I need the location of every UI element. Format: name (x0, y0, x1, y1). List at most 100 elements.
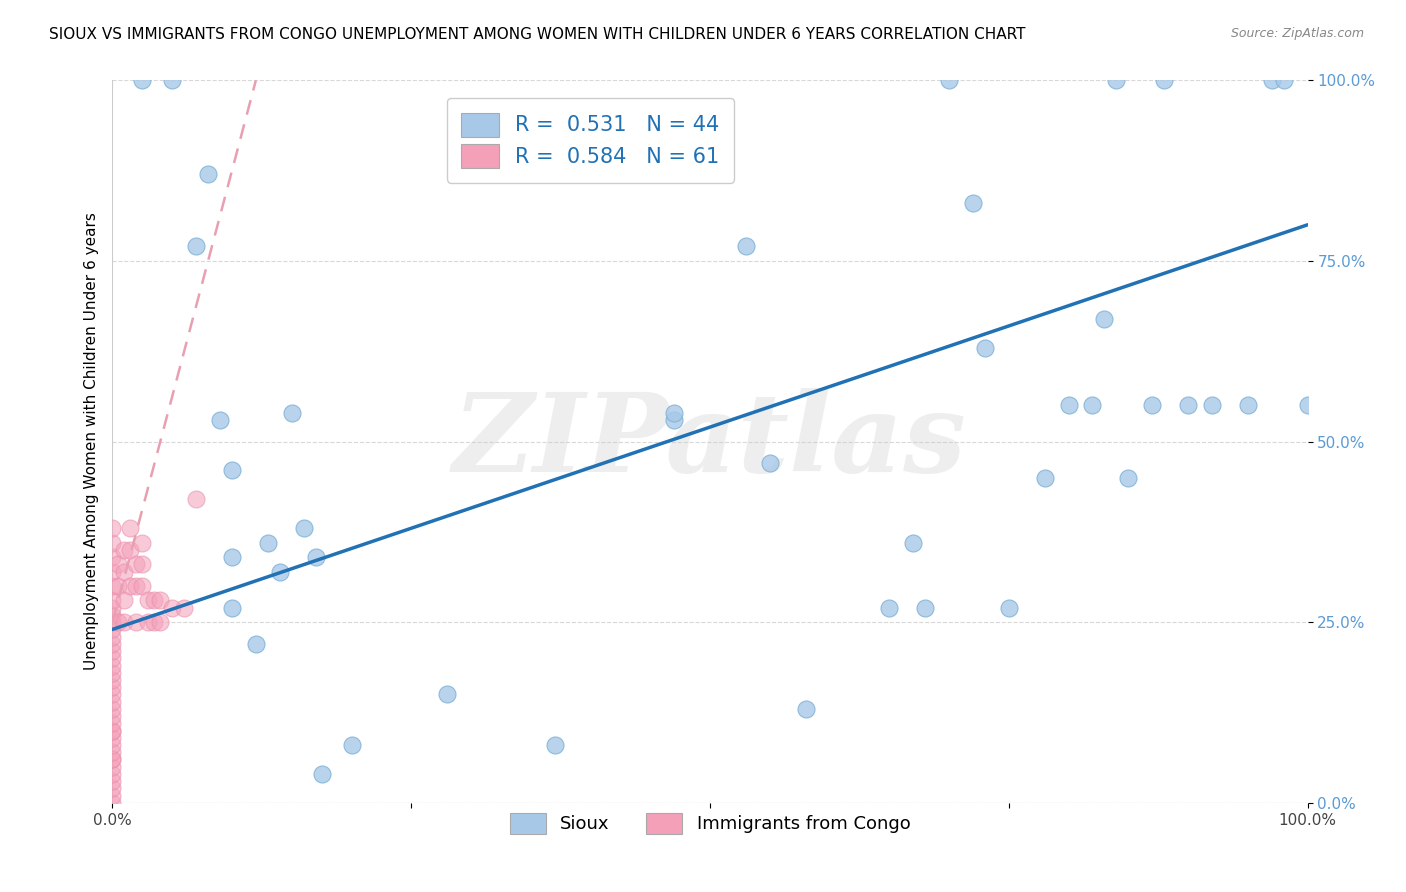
Text: Source: ZipAtlas.com: Source: ZipAtlas.com (1230, 27, 1364, 40)
Point (101, 702, 124, 716)
Point (101, 521, 124, 535)
Point (101, 716, 124, 731)
Point (101, 680, 124, 694)
Point (101, 738, 124, 752)
Point (1057, 398, 1080, 412)
Point (209, 413, 232, 427)
Point (759, 456, 782, 470)
Point (107, 558, 129, 572)
Point (101, 593, 124, 607)
Point (101, 796, 124, 810)
Point (101, 607, 124, 622)
Point (269, 565, 291, 579)
Point (664, 413, 686, 427)
Point (101, 623, 124, 637)
Point (162, 600, 183, 615)
Point (149, 593, 172, 607)
Point (101, 658, 124, 673)
Point (1272, 73, 1295, 87)
Point (1153, 73, 1175, 87)
Point (735, 239, 758, 253)
Point (120, 542, 142, 557)
Point (436, 687, 458, 701)
Point (131, 579, 153, 593)
Point (101, 760, 124, 774)
Point (962, 196, 984, 211)
Point (186, 239, 208, 253)
Point (281, 406, 304, 420)
Point (149, 615, 172, 630)
Point (101, 665, 124, 680)
Point (245, 637, 267, 651)
Point (197, 167, 219, 181)
Point (340, 738, 363, 752)
Point (138, 593, 160, 607)
Point (143, 593, 166, 607)
Point (101, 579, 124, 593)
Point (311, 767, 333, 781)
Legend: Sioux, Immigrants from Congo: Sioux, Immigrants from Congo (499, 802, 921, 845)
Point (101, 615, 124, 630)
Point (974, 341, 997, 355)
Point (543, 738, 565, 752)
Point (101, 745, 124, 759)
Point (125, 579, 148, 593)
Point (664, 406, 686, 420)
Point (1081, 398, 1104, 412)
Point (101, 644, 124, 658)
Point (221, 463, 243, 477)
Point (131, 535, 153, 549)
Point (101, 673, 124, 687)
Point (1296, 398, 1319, 412)
Point (125, 615, 148, 630)
Point (101, 774, 124, 789)
Point (938, 73, 960, 87)
Point (1201, 398, 1223, 412)
Point (101, 781, 124, 796)
Point (101, 731, 124, 745)
Point (101, 550, 124, 565)
Point (162, 73, 183, 87)
Point (114, 593, 135, 607)
Point (101, 789, 124, 803)
Point (114, 542, 135, 557)
Point (131, 73, 153, 87)
Point (794, 702, 817, 716)
Point (114, 615, 135, 630)
Point (125, 558, 148, 572)
Point (101, 723, 124, 738)
Point (1094, 311, 1116, 326)
Point (143, 615, 166, 630)
Point (114, 565, 135, 579)
Point (101, 709, 124, 723)
Point (257, 535, 280, 549)
Point (305, 550, 328, 565)
Y-axis label: Unemployment Among Women with Children Under 6 years: Unemployment Among Women with Children U… (83, 212, 98, 671)
Point (903, 535, 925, 549)
Point (120, 579, 142, 593)
Point (101, 687, 124, 701)
Text: SIOUX VS IMMIGRANTS FROM CONGO UNEMPLOYMENT AMONG WOMEN WITH CHILDREN UNDER 6 YE: SIOUX VS IMMIGRANTS FROM CONGO UNEMPLOYM… (49, 27, 1026, 42)
Point (1177, 398, 1199, 412)
Point (1237, 398, 1260, 412)
Point (101, 630, 124, 644)
Point (101, 651, 124, 665)
Point (101, 767, 124, 781)
Point (1142, 398, 1164, 412)
Point (1261, 73, 1284, 87)
Point (879, 600, 901, 615)
Point (1118, 470, 1140, 484)
Point (101, 723, 124, 738)
Point (998, 600, 1021, 615)
Point (101, 565, 124, 579)
Point (1105, 73, 1128, 87)
Point (101, 752, 124, 766)
Point (101, 695, 124, 709)
Point (186, 492, 208, 507)
Point (292, 521, 315, 535)
Point (101, 637, 124, 651)
Point (101, 752, 124, 766)
Point (107, 579, 129, 593)
Point (221, 600, 243, 615)
Point (173, 600, 195, 615)
